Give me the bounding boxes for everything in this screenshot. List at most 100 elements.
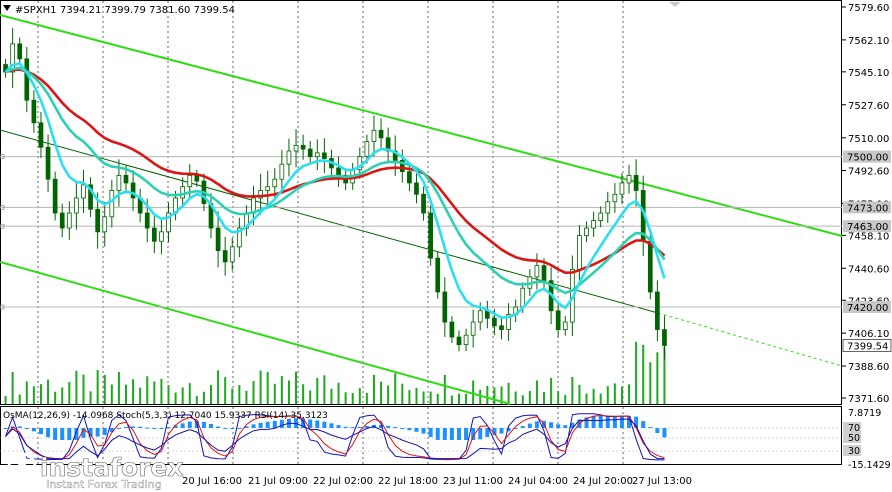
time-label: 24 Jul 04:00 — [508, 476, 568, 487]
volume-bar — [372, 374, 375, 404]
volume-bar — [61, 387, 64, 404]
candle-body — [45, 146, 51, 180]
osma-bar — [53, 428, 58, 440]
volume-bar — [266, 372, 269, 404]
volume-bar — [132, 379, 135, 404]
price-tag-box — [843, 220, 891, 233]
osma-bar — [421, 428, 426, 434]
osc-tick-label: 7.8719 — [848, 408, 881, 419]
time-label: 24 Jul 20:00 — [573, 476, 633, 487]
rsi-line — [5, 418, 665, 460]
candle-body — [399, 159, 405, 173]
candle-body — [159, 231, 164, 242]
osma-bar — [584, 417, 589, 428]
osma-bar — [251, 424, 256, 428]
osma-bar — [655, 428, 660, 434]
candle-body — [619, 182, 625, 195]
volume-bar — [543, 391, 546, 404]
volume-bar — [642, 344, 645, 404]
osma-bar — [379, 424, 384, 428]
osma-bar — [492, 428, 497, 436]
osma-bar — [17, 426, 22, 428]
price-tag-box — [843, 150, 891, 163]
osc-level-box — [843, 445, 861, 456]
time-label: 22 Jul 02:00 — [313, 476, 373, 487]
candle-body — [364, 141, 370, 158]
volume-bar — [649, 362, 652, 404]
candle-body — [612, 193, 618, 203]
volume-bar — [507, 382, 510, 404]
osma-bar — [641, 421, 646, 428]
volume-bar — [663, 346, 666, 404]
candle-body — [52, 178, 58, 214]
watermark-tagline: Instant Forex Trading — [46, 478, 162, 491]
price-tick-label: 7371.60 — [848, 394, 889, 405]
volume-bar — [25, 381, 28, 404]
price-tag-label: 7500.00 — [847, 153, 888, 164]
osma-bar — [336, 425, 341, 428]
price-tick-label: 7440.60 — [848, 264, 889, 275]
osma-bar — [478, 428, 483, 440]
volume-bar — [620, 386, 623, 404]
volume-bar — [323, 375, 326, 404]
candlesticks — [3, 27, 667, 360]
channel-lower-line — [0, 261, 511, 405]
osma-bar — [534, 421, 539, 428]
volume-bar — [635, 341, 638, 404]
time-label: 23 Jul 11:00 — [443, 476, 503, 487]
volume-bar — [273, 383, 276, 404]
osma-bar — [109, 428, 114, 432]
osma-bar — [549, 422, 554, 428]
time-label: 22 Jul 18:00 — [378, 476, 438, 487]
volume-bar — [628, 384, 631, 404]
time-label: 20 Jul 16:00 — [182, 476, 242, 487]
volume-bar — [351, 393, 354, 404]
time-label: 27 Jul 13:00 — [632, 476, 692, 487]
volume-bar — [380, 381, 383, 404]
osma-bar — [364, 425, 369, 428]
price-tag-label: 7420.00 — [847, 303, 888, 314]
candle-body — [407, 171, 412, 184]
price-tick-label: 7492.60 — [848, 167, 889, 178]
osma-bar — [308, 419, 313, 428]
price-tick-label: 7545.10 — [848, 68, 889, 79]
candle-body — [10, 43, 15, 73]
osma-bar — [244, 426, 249, 428]
candle-body — [166, 212, 171, 233]
candle-body — [555, 310, 561, 330]
volume-bar — [54, 391, 57, 404]
osma-bar — [301, 418, 306, 428]
osc-tick-label: 50 — [848, 433, 860, 444]
volume-bar — [337, 382, 340, 404]
volume-bar — [309, 390, 312, 404]
volume-bars — [4, 341, 666, 404]
candle-body — [95, 208, 100, 233]
osma-bar — [123, 426, 128, 428]
osma-bar — [612, 416, 617, 428]
osma-bar — [223, 428, 228, 429]
shift-marker-icon[interactable] — [669, 2, 681, 7]
level-handle-icon — [0, 205, 5, 210]
osma-bar — [435, 428, 440, 440]
channel-upper-line — [0, 14, 843, 237]
volume-bar — [599, 393, 602, 404]
price-tags: 7500.00 7473.00 7463.00 7420.00 7399.54 — [0, 150, 892, 352]
osma-bar — [138, 426, 143, 428]
volume-bar — [295, 371, 298, 404]
volume-bar — [160, 378, 163, 404]
candle-body — [237, 227, 242, 248]
candle-body — [499, 325, 504, 330]
candle-body — [647, 240, 653, 293]
osma-bar — [46, 428, 51, 438]
candle-body — [229, 246, 235, 263]
osma-bar — [60, 428, 65, 440]
volume-bar — [486, 385, 489, 404]
dropdown-arrow-icon[interactable] — [3, 5, 11, 11]
volume-bar — [585, 393, 588, 404]
candle-body — [272, 178, 278, 188]
level-handle-icon — [0, 154, 5, 159]
price-tick-label: 7562.10 — [848, 36, 889, 47]
candle-body — [598, 212, 604, 221]
volume-bar — [344, 392, 347, 404]
